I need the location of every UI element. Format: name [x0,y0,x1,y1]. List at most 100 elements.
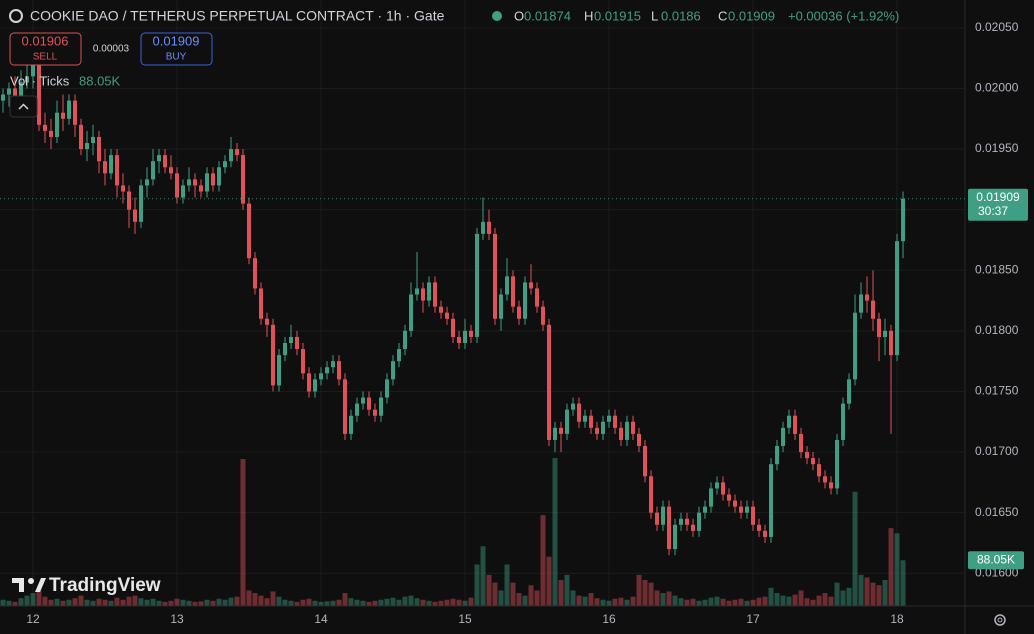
candle-body [121,185,126,192]
sell-label[interactable]: SELL [33,52,58,63]
candle-body [475,233,480,337]
ohlc-value: 0.01874 [524,8,571,23]
candle-body [733,500,738,507]
y-tick-label: 0.02050 [975,20,1019,34]
volume-bar [672,595,678,606]
volume-bar [342,593,348,606]
volume-bar [816,595,822,606]
volume-bar [192,601,198,606]
candle-body [799,433,804,453]
candle-body [451,318,456,337]
candle-body [193,179,198,186]
volume-bar [648,582,654,606]
candle-body [445,312,450,319]
buy-price[interactable]: 0.01909 [153,33,200,48]
candle-body [283,342,288,356]
candle-body [415,288,420,295]
candle-body [853,312,858,380]
volume-bar [696,600,702,606]
volume-bar [864,577,870,606]
candle-body [481,221,486,234]
candle-body [235,149,240,156]
candle-body [73,100,78,125]
spread: 0.00003 [93,44,130,55]
volume-bar [318,601,324,606]
candle-body [571,403,576,410]
volume-bar [180,599,186,606]
volume-tag-label: 88.05K [977,552,1015,566]
volume-bar [552,458,558,606]
volume-bar [258,595,264,606]
volume-bar [462,600,468,606]
candle-body [115,155,120,186]
candle-body [7,88,12,95]
volume-bar [336,599,342,606]
candle-body [175,173,180,198]
candle-body [565,409,570,434]
volume-bar [402,596,408,606]
settings-icon-center[interactable] [997,617,1003,623]
candle-body [763,530,768,537]
candle-body [247,203,252,259]
candle-body [67,100,72,119]
volume-bar [306,598,312,606]
axes: 0.016000.016500.017000.017500.018000.018… [0,20,1028,626]
candle-body [133,209,138,222]
volume-bar [798,590,804,606]
collapse-button[interactable] [9,95,38,118]
volume-bar [270,591,276,606]
volume-bar [870,582,876,606]
buy-label[interactable]: BUY [166,52,187,63]
candle-body [523,282,528,319]
sell-button[interactable] [9,32,82,66]
volume-bar [264,598,270,606]
volume-bar [888,528,894,606]
volume-bar [480,546,486,606]
candle-body [883,330,888,337]
candle-body [253,258,258,289]
volume-bar [228,597,234,606]
volume-bar [120,599,126,606]
volume-bar [474,564,480,606]
candle-body [367,397,372,410]
volume-bar [408,595,414,606]
volume-bar [792,594,798,606]
volume-bar [894,533,900,606]
volume-bar [204,599,210,606]
candle-body [487,221,492,234]
candle-body [469,330,474,337]
volume-bar [732,599,738,606]
volume-bar [132,595,138,606]
candle-body [607,415,612,422]
y-tick-label: 0.02000 [975,81,1019,95]
ohlc-value: 0.0186 [661,8,701,23]
volume-bar [840,590,846,606]
candle-body [787,415,792,428]
candle-body [127,191,132,210]
candle-body [745,506,750,513]
volume-bar [84,599,90,606]
candle-body [727,494,732,501]
candle-body [385,379,390,398]
collapse-icon[interactable] [18,103,29,110]
candle-body [259,288,264,319]
y-tick-label: 0.01800 [975,323,1019,337]
candle-body [697,512,702,531]
volume-bar [444,599,450,606]
volume-bar [876,585,882,606]
sell-price[interactable]: 0.01906 [22,33,69,48]
candle-body [19,82,24,101]
candle-body [145,179,150,186]
volume-bar [372,600,378,606]
volume-bar [282,599,288,606]
settings-icon[interactable] [994,614,1006,626]
buy-button[interactable] [140,32,213,66]
volume-bar [438,600,444,606]
volume-bar [240,459,246,606]
candle-body [751,506,756,525]
volume-bar [810,599,816,606]
change: +0.00036 (+1.92%) [788,8,899,23]
volume-bar [186,600,192,606]
volume-bar [168,600,174,606]
candle-body [859,294,864,313]
